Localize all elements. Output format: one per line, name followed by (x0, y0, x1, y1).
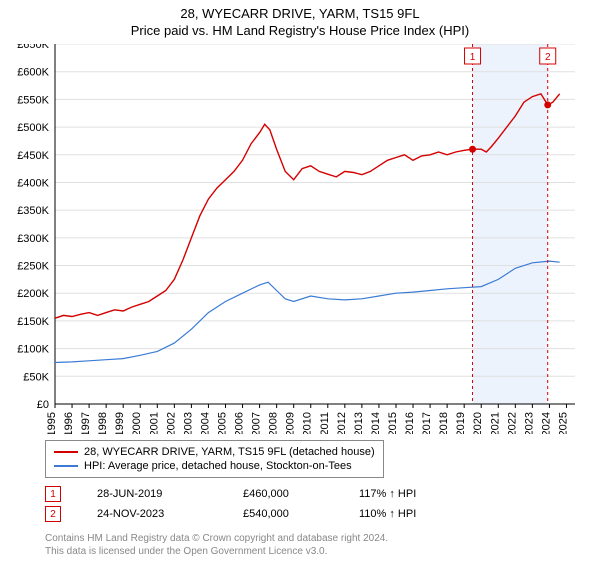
svg-text:2024: 2024 (540, 412, 552, 434)
chart-title: 28, WYECARR DRIVE, YARM, TS15 9FL (0, 6, 600, 21)
license-line-1: Contains HM Land Registry data © Crown c… (45, 532, 600, 545)
svg-text:£350K: £350K (17, 205, 49, 217)
legend-label: HPI: Average price, detached house, Stoc… (84, 460, 352, 472)
svg-text:2018: 2018 (438, 412, 450, 434)
svg-text:2012: 2012 (336, 412, 348, 434)
svg-text:£250K: £250K (17, 261, 49, 273)
svg-text:2023: 2023 (523, 412, 535, 434)
chart-svg: £0 £50K £100K £150K £200K £250K £300K £350K £400… (0, 44, 600, 434)
svg-text:2007: 2007 (251, 412, 263, 434)
legend-swatch (54, 465, 78, 467)
svg-text:£100K: £100K (17, 344, 49, 356)
svg-text:£500K: £500K (17, 122, 49, 134)
svg-text:2009: 2009 (285, 412, 297, 434)
svg-text:2006: 2006 (234, 412, 246, 434)
svg-text:2: 2 (545, 52, 551, 63)
svg-text:2015: 2015 (387, 412, 399, 434)
marker-date: 24-NOV-2023 (97, 508, 207, 520)
marker-price: £540,000 (243, 508, 323, 520)
marker-row: 2 24-NOV-2023 £540,000 110% ↑ HPI (45, 504, 600, 524)
svg-text:£450K: £450K (17, 150, 49, 162)
svg-text:£650K: £650K (17, 44, 49, 51)
license-text: Contains HM Land Registry data © Crown c… (45, 532, 600, 558)
svg-text:2010: 2010 (302, 412, 314, 434)
svg-text:£400K: £400K (17, 177, 49, 189)
svg-text:2021: 2021 (489, 412, 501, 434)
legend-swatch (54, 451, 78, 453)
svg-text:2000: 2000 (131, 412, 143, 434)
svg-text:2005: 2005 (216, 412, 228, 434)
chart-area: £0 £50K £100K £150K £200K £250K £300K £350K £400… (0, 44, 600, 434)
svg-text:2020: 2020 (472, 412, 484, 434)
svg-text:2022: 2022 (506, 412, 518, 434)
legend-label: 28, WYECARR DRIVE, YARM, TS15 9FL (detac… (84, 446, 375, 458)
svg-text:£550K: £550K (17, 94, 49, 106)
sale-marker-table: 1 28-JUN-2019 £460,000 117% ↑ HPI 2 24-NOV-20… (45, 484, 600, 524)
svg-text:2004: 2004 (199, 412, 211, 434)
legend-item: 28, WYECARR DRIVE, YARM, TS15 9FL (detac… (54, 445, 375, 459)
svg-text:2016: 2016 (404, 412, 416, 434)
svg-text:£600K: £600K (17, 67, 49, 79)
svg-text:2017: 2017 (421, 412, 433, 434)
marker-index-box: 2 (45, 506, 61, 522)
marker-hpi: 110% ↑ HPI (359, 508, 449, 520)
svg-text:2011: 2011 (319, 412, 331, 434)
svg-text:1995: 1995 (46, 412, 58, 434)
svg-text:1996: 1996 (63, 412, 75, 434)
svg-text:1998: 1998 (97, 412, 109, 434)
svg-text:£300K: £300K (17, 233, 49, 245)
svg-text:2025: 2025 (557, 412, 569, 434)
svg-text:2008: 2008 (268, 412, 280, 434)
svg-text:2019: 2019 (455, 412, 467, 434)
svg-text:2003: 2003 (182, 412, 194, 434)
legend-item: HPI: Average price, detached house, Stoc… (54, 459, 375, 473)
marker-row: 1 28-JUN-2019 £460,000 117% ↑ HPI (45, 484, 600, 504)
svg-text:1997: 1997 (80, 412, 92, 434)
svg-text:1: 1 (470, 52, 476, 63)
svg-text:£0: £0 (37, 399, 49, 411)
marker-price: £460,000 (243, 488, 323, 500)
marker-index-box: 1 (45, 486, 61, 502)
svg-text:£150K: £150K (17, 316, 49, 328)
svg-text:2014: 2014 (370, 412, 382, 434)
svg-text:1999: 1999 (114, 412, 126, 434)
license-line-2: This data is licensed under the Open Gov… (45, 545, 600, 558)
svg-text:£200K: £200K (17, 288, 49, 300)
svg-text:£50K: £50K (23, 371, 49, 383)
svg-text:2002: 2002 (165, 412, 177, 434)
svg-text:2013: 2013 (353, 412, 365, 434)
legend: 28, WYECARR DRIVE, YARM, TS15 9FL (detac… (45, 440, 384, 478)
marker-date: 28-JUN-2019 (97, 488, 207, 500)
svg-text:2001: 2001 (148, 412, 160, 434)
marker-hpi: 117% ↑ HPI (359, 488, 449, 500)
chart-subtitle: Price paid vs. HM Land Registry's House … (0, 23, 600, 38)
